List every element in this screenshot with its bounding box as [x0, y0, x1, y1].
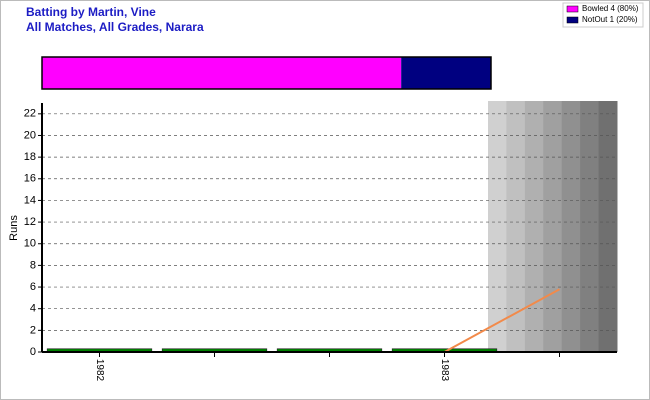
chart-subtitle: All Matches, All Grades, Narara: [26, 20, 204, 34]
legend-swatch: [566, 16, 579, 24]
y-tick-label: 12: [24, 216, 36, 228]
shade-stripe: [543, 101, 563, 352]
bar-segment: [42, 57, 402, 89]
chart-title: Batting by Martin, Vine: [26, 5, 156, 19]
y-tick-label: 2: [30, 324, 36, 336]
shade-stripe: [524, 101, 544, 352]
y-axis-label: Runs: [8, 215, 20, 241]
legend-label: NotOut 1 (20%): [582, 15, 638, 24]
y-tick-label: 18: [24, 151, 36, 163]
shade-stripe: [580, 101, 600, 352]
shade-stripe: [598, 101, 618, 352]
shade-stripe: [561, 101, 581, 352]
legend-label: Bowled 4 (80%): [582, 4, 639, 13]
y-tick-label: 22: [24, 108, 36, 120]
shade-stripe: [488, 101, 507, 352]
x-tick-label: 1982: [94, 359, 105, 382]
y-tick-label: 14: [24, 194, 36, 206]
bar-outline: [41, 56, 492, 90]
shade-stripe: [506, 101, 526, 352]
y-tick-label: 4: [30, 303, 36, 315]
y-tick-label: 0: [30, 346, 36, 358]
legend-swatch: [566, 5, 579, 13]
y-tick-label: 10: [24, 238, 36, 250]
y-tick-label: 6: [30, 281, 36, 293]
x-tick-label: 1983: [439, 359, 450, 382]
y-tick-label: 8: [30, 259, 36, 271]
y-tick-label: 20: [24, 129, 36, 141]
y-tick-label: 16: [24, 173, 36, 185]
bar-segment: [401, 57, 491, 89]
